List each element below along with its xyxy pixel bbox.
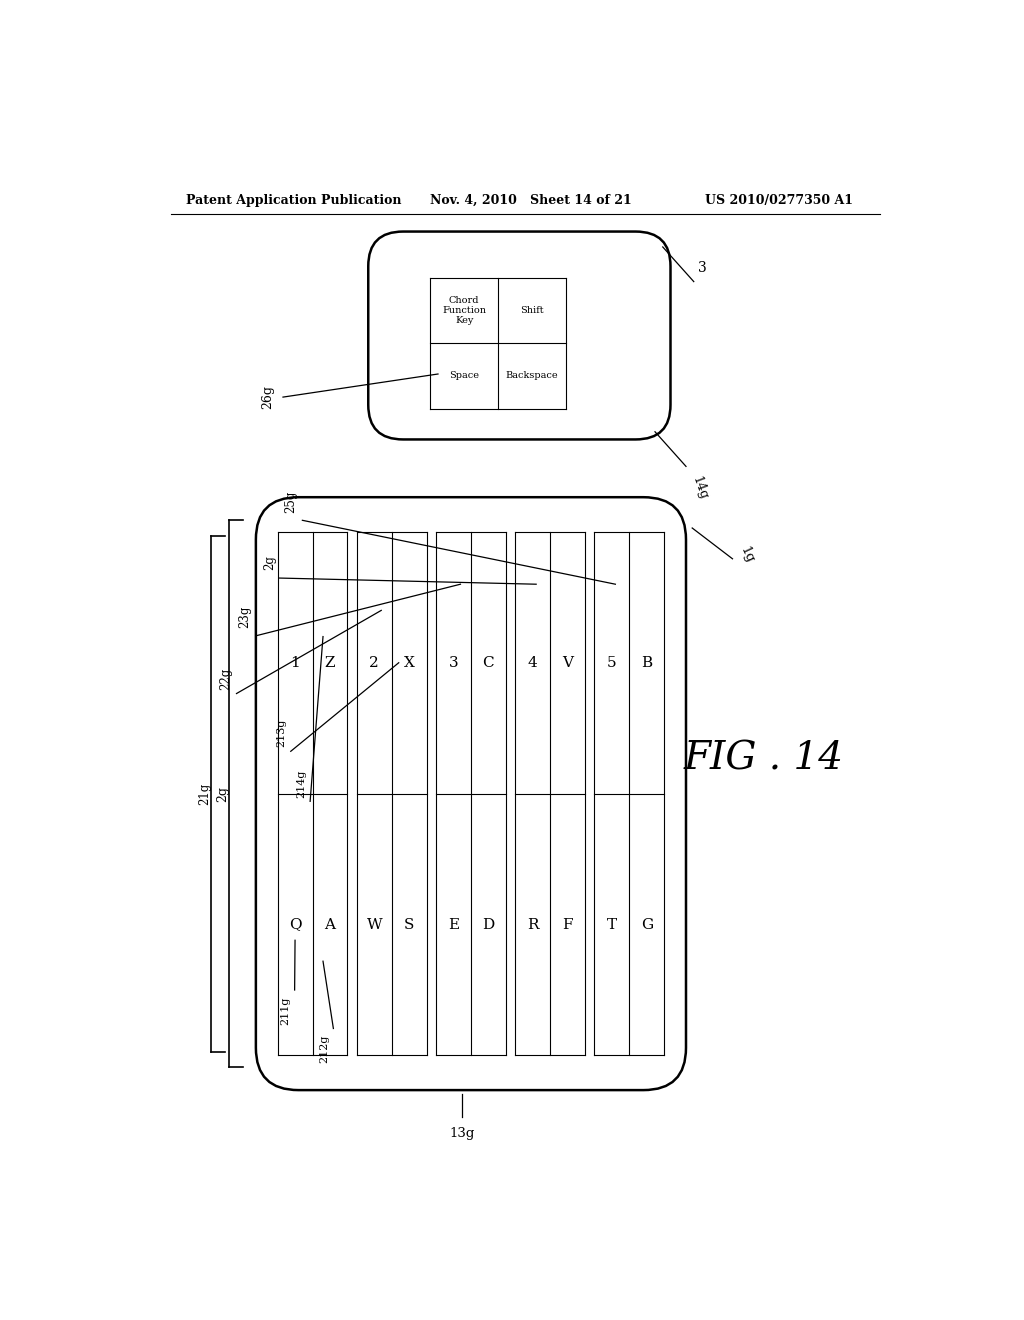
Text: 13g: 13g <box>450 1127 475 1140</box>
Text: B: B <box>641 656 652 669</box>
Text: Patent Application Publication: Patent Application Publication <box>186 194 401 207</box>
Text: 23g: 23g <box>239 606 252 628</box>
Text: 14g: 14g <box>690 474 711 502</box>
Text: Z: Z <box>325 656 335 669</box>
FancyBboxPatch shape <box>256 498 686 1090</box>
Text: G: G <box>641 917 653 932</box>
Text: Space: Space <box>450 371 479 380</box>
Text: 22g: 22g <box>219 668 232 689</box>
Text: 2: 2 <box>370 656 379 669</box>
Text: 4: 4 <box>527 656 538 669</box>
Text: X: X <box>403 656 415 669</box>
Text: 1g: 1g <box>737 545 756 565</box>
Text: C: C <box>482 656 495 669</box>
Text: 2g: 2g <box>263 556 276 570</box>
Text: 212g: 212g <box>319 1035 329 1063</box>
Text: S: S <box>404 917 415 932</box>
Text: Chord
Function
Key: Chord Function Key <box>442 296 486 325</box>
Text: Backspace: Backspace <box>506 371 558 380</box>
Text: R: R <box>527 917 539 932</box>
Text: Nov. 4, 2010   Sheet 14 of 21: Nov. 4, 2010 Sheet 14 of 21 <box>430 194 632 207</box>
Text: E: E <box>447 917 459 932</box>
Text: D: D <box>482 917 495 932</box>
Text: A: A <box>325 917 336 932</box>
Text: 3: 3 <box>697 261 707 276</box>
Text: 2g: 2g <box>216 785 229 801</box>
Text: 213g: 213g <box>276 719 287 747</box>
FancyBboxPatch shape <box>369 231 671 440</box>
Text: 214g: 214g <box>296 770 306 797</box>
Text: 211g: 211g <box>281 997 291 1024</box>
Text: 3: 3 <box>449 656 459 669</box>
Text: 21g: 21g <box>199 783 211 805</box>
Text: 1: 1 <box>290 656 300 669</box>
Text: Q: Q <box>289 917 301 932</box>
Text: 5: 5 <box>607 656 616 669</box>
Text: US 2010/0277350 A1: US 2010/0277350 A1 <box>706 194 853 207</box>
Text: FIG . 14: FIG . 14 <box>683 741 844 777</box>
Text: T: T <box>607 917 616 932</box>
Text: 26g: 26g <box>261 385 274 409</box>
Text: 25g: 25g <box>285 490 297 512</box>
Text: V: V <box>562 656 573 669</box>
Text: W: W <box>367 917 382 932</box>
Text: F: F <box>562 917 572 932</box>
Text: Shift: Shift <box>520 306 544 315</box>
